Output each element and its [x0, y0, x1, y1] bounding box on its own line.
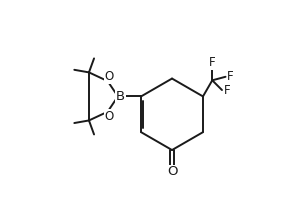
Text: B: B: [116, 90, 125, 103]
Text: O: O: [167, 165, 177, 178]
Text: O: O: [105, 70, 114, 83]
Text: F: F: [209, 56, 216, 69]
Text: F: F: [224, 84, 230, 97]
Text: O: O: [105, 110, 114, 123]
Text: F: F: [227, 70, 234, 83]
